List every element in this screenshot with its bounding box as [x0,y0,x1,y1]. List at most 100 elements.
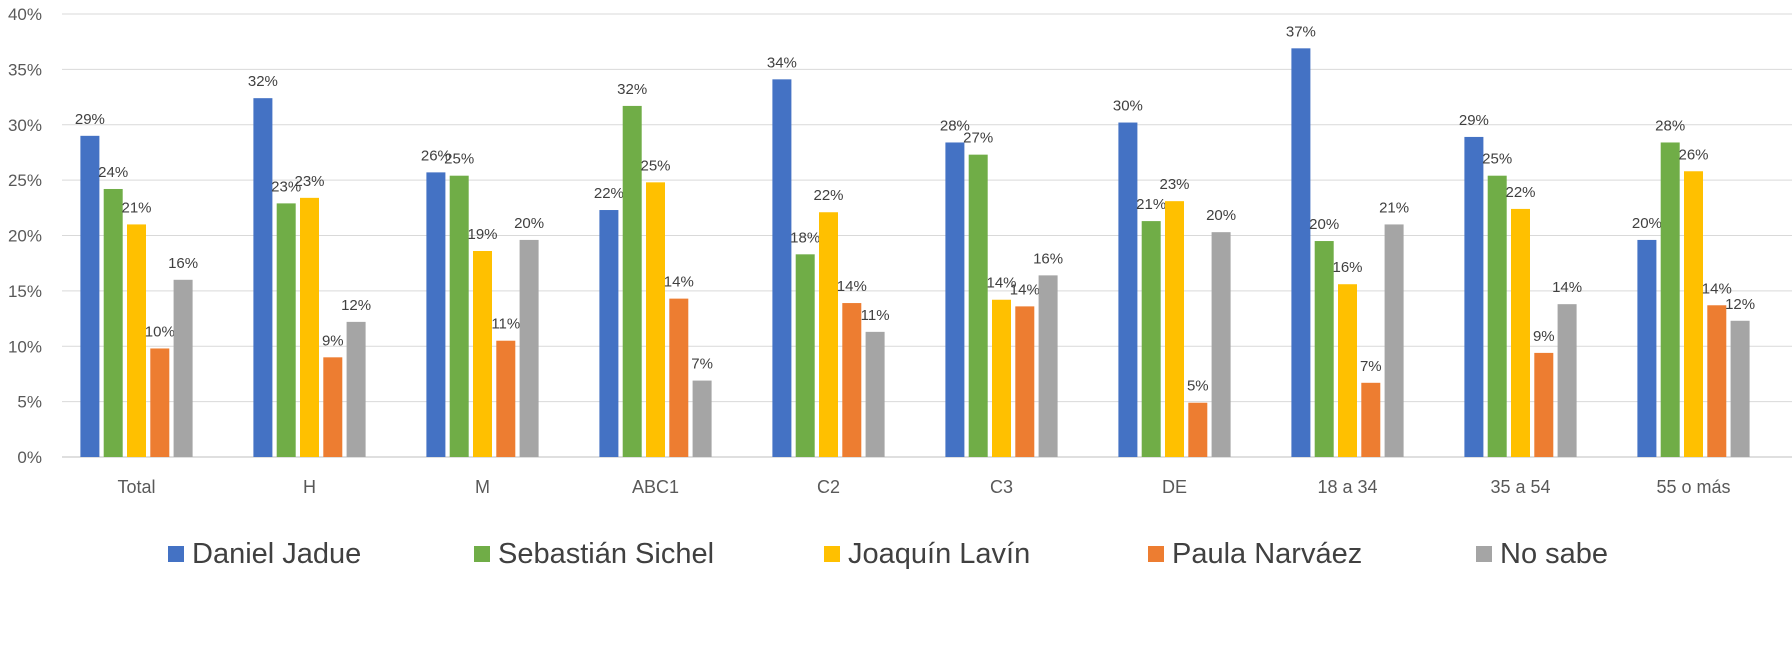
data-label: 14% [837,278,867,295]
legend-swatch [1476,546,1492,562]
legend-swatch [168,546,184,562]
bar-6-1 [1141,221,1161,457]
x-category-label: DE [1162,477,1187,497]
data-label: 14% [1010,281,1040,298]
data-label: 28% [1655,117,1685,134]
bar-5-2 [992,299,1011,457]
data-label: 32% [248,73,278,90]
data-label: 16% [1033,250,1063,267]
data-label: 25% [444,151,474,168]
bar-3-1 [622,105,642,458]
y-tick-label: 0% [17,448,42,467]
legend-swatch [474,546,490,562]
bar-0-2 [127,224,146,457]
bar-3-3 [669,298,689,457]
data-label: 34% [767,54,797,71]
bar-5-4 [1038,275,1058,457]
data-label: 5% [1187,378,1209,395]
data-label: 24% [98,164,128,181]
legend-swatch [824,546,840,562]
bar-8-3 [1534,352,1554,457]
data-label: 25% [1482,151,1512,168]
bar-0-1 [103,188,123,458]
bar-9-3 [1707,305,1727,457]
data-label: 25% [640,157,670,174]
bar-4-2 [819,212,838,457]
x-category-label: ABC1 [632,477,679,497]
data-label: 20% [1206,207,1236,224]
data-label: 9% [322,332,344,349]
bar-7-2 [1338,284,1357,457]
x-category-label: H [303,477,316,497]
data-label: 16% [1332,259,1362,276]
y-tick-label: 40% [8,5,42,24]
data-label: 28% [940,117,970,134]
x-category-label: C3 [990,477,1013,497]
data-label: 10% [145,323,175,340]
data-label: 14% [664,274,694,291]
data-label: 22% [594,185,624,202]
data-label: 19% [467,226,497,243]
bar-4-1 [795,254,815,457]
bar-3-4 [692,380,712,457]
data-label: 11% [861,307,890,324]
data-label: 23% [294,173,324,190]
bar-1-4 [346,321,366,457]
data-label: 21% [121,199,151,216]
data-label: 12% [1725,296,1755,313]
x-category-label: 18 a 34 [1317,477,1377,497]
x-category-label: 55 o más [1656,477,1730,497]
bar-2-4 [519,239,539,457]
data-label: 27% [963,130,993,147]
data-label: 20% [514,215,544,232]
data-label: 11% [491,316,520,333]
data-label: 32% [617,81,647,98]
legend-item-label: Sebastián Sichel [498,538,714,570]
data-label: 22% [813,187,843,204]
data-label: 29% [75,111,105,128]
data-label: 21% [1379,199,1409,216]
bar-4-4 [865,331,885,457]
y-tick-label: 15% [8,282,42,301]
bar-6-0 [1118,122,1138,457]
bar-3-0 [599,210,619,457]
data-label: 14% [1552,279,1582,296]
bar-7-0 [1291,48,1311,458]
bar-3-2 [646,182,665,457]
bar-2-0 [426,172,446,457]
data-label: 26% [1678,146,1708,163]
y-tick-label: 10% [8,337,42,356]
data-label: 37% [1286,23,1316,40]
bar-2-1 [449,175,469,457]
data-label: 20% [1309,216,1339,233]
bar-5-1 [968,154,988,457]
legend-item-label: Daniel Jadue [192,538,361,570]
data-label: 18% [790,229,820,246]
y-tick-label: 20% [8,227,42,246]
bar-0-4 [173,279,193,457]
data-label: 20% [1632,215,1662,232]
data-label: 12% [341,297,371,314]
data-label: 14% [1702,280,1732,297]
data-label: 7% [691,356,713,373]
bar-7-1 [1314,241,1334,457]
data-label: 22% [1505,184,1535,201]
data-label: 23% [1159,176,1189,193]
data-label: 23% [271,178,301,195]
legend-item-label: No sabe [1500,538,1608,570]
bar-8-0 [1464,136,1484,457]
data-label: 30% [1113,98,1143,115]
bar-6-2 [1165,201,1184,457]
bar-9-2 [1684,171,1703,457]
bar-6-4 [1211,232,1231,457]
y-tick-label: 35% [8,60,42,79]
bar-2-3 [496,340,516,457]
bar-4-3 [842,303,862,457]
bar-5-3 [1015,306,1035,457]
bar-5-0 [945,142,965,457]
bar-2-2 [473,251,492,457]
y-tick-label: 25% [8,171,42,190]
bar-8-4 [1557,304,1577,457]
bar-1-2 [300,197,319,457]
legend-item-label: Paula Narváez [1172,538,1362,570]
